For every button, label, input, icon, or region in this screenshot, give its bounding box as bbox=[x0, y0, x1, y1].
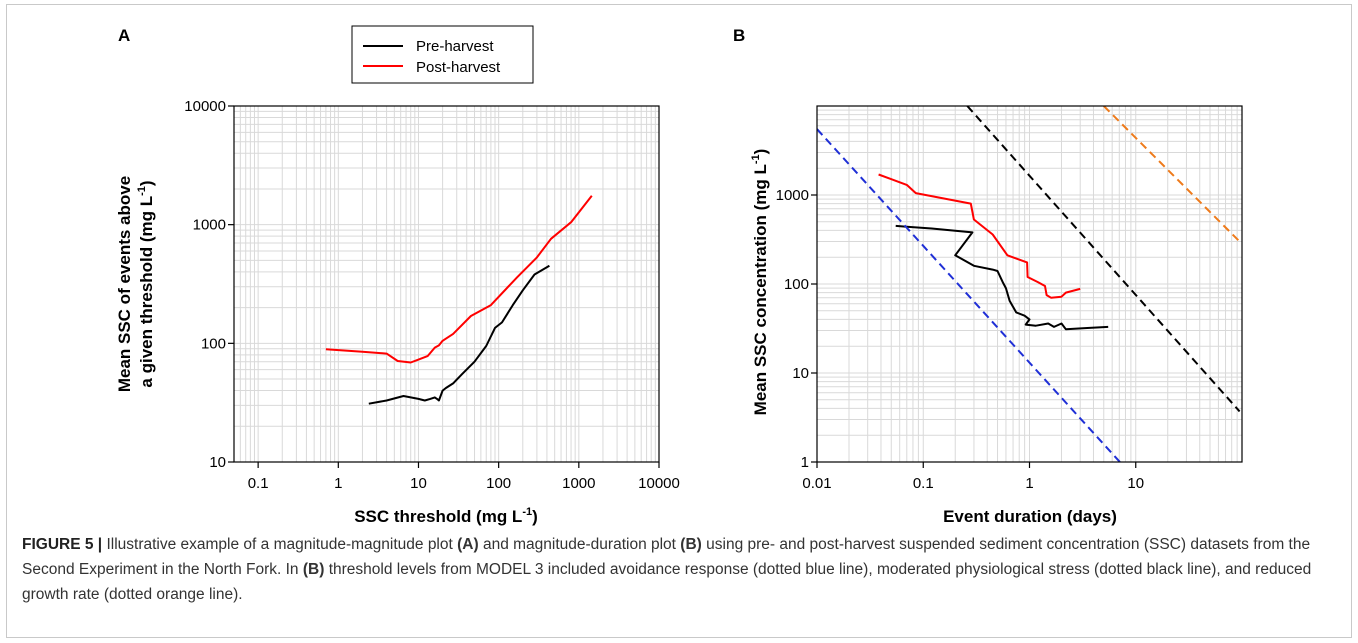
caption-text-1: Illustrative example of a magnitude-magn… bbox=[102, 536, 458, 553]
panel-b-x-tick-label: 10 bbox=[1127, 475, 1144, 492]
panel-b-y-tick-label: 100 bbox=[784, 276, 809, 293]
legend-label-post-harvest: Post-harvest bbox=[416, 59, 501, 76]
legend-label-pre-harvest: Pre-harvest bbox=[416, 38, 494, 55]
figure-caption: FIGURE 5 | Illustrative example of a mag… bbox=[22, 532, 1338, 607]
panel-b-y-axis-label: Mean SSC concentration (mg L-1) bbox=[750, 149, 770, 416]
panel-b-y-tick-label: 10 bbox=[792, 365, 809, 382]
panel-a-series-post-harvest bbox=[325, 195, 593, 364]
panel-a-y-tick-label: 10000 bbox=[184, 98, 226, 115]
caption-text-4: threshold levels from MODEL 3 included a… bbox=[22, 561, 1312, 603]
panel-a-x-tick-label: 1000 bbox=[562, 475, 595, 492]
panel-a-chart: 0.1 1 10 100 1000 10000 10 100 1000 10000 SSC thr… bbox=[115, 98, 680, 526]
legend: Pre-harvest Post-harvest bbox=[351, 25, 534, 84]
panel-b-series-avoidance-response bbox=[817, 128, 1121, 462]
panel-a-x-tick-label: 10 bbox=[410, 475, 427, 492]
panel-b-x-tick-label: 1 bbox=[1025, 475, 1033, 492]
panel-b-series-post-harvest bbox=[878, 173, 1081, 299]
figure-frame bbox=[6, 4, 1352, 638]
panel-b-x-axis-label: Event duration (days) bbox=[943, 507, 1117, 526]
figure-canvas: A B Pre-harvest Post-harvest 0.1 1 10 100 10… bbox=[115, 25, 1243, 526]
panel-b-y-tick-label: 1 bbox=[801, 454, 809, 471]
panel-a-y-axis-label-line2: a given threshold (mg L-1) bbox=[136, 180, 156, 387]
panel-b-series-pre-harvest bbox=[895, 224, 1109, 331]
panel-b-series bbox=[817, 106, 1241, 462]
panel-a-series bbox=[325, 195, 593, 405]
caption-figure-label: FIGURE 5 | bbox=[22, 536, 103, 553]
caption-text-2: and magnitude-duration plot bbox=[478, 536, 681, 553]
panel-a-grid bbox=[233, 105, 660, 463]
panel-b-series-moderated-physiological-stress bbox=[966, 106, 1241, 413]
panel-b-ticks: 0.01 0.1 1 10 1 10 100 1000 bbox=[776, 187, 1144, 492]
panel-b-series-reduced-growth-rate bbox=[1103, 106, 1241, 243]
panel-label-b: B bbox=[733, 26, 745, 45]
panel-a-y-tick-label: 1000 bbox=[193, 217, 226, 234]
panel-b-x-tick-label: 0.01 bbox=[802, 475, 831, 492]
panel-label-a: A bbox=[118, 26, 130, 45]
panel-a-x-tick-label: 100 bbox=[486, 475, 511, 492]
panel-a-ticks: 0.1 1 10 100 1000 10000 10 100 1000 10000 bbox=[184, 98, 680, 492]
panel-a-y-axis-label-line1: Mean SSC of events above bbox=[115, 176, 134, 392]
panel-b-chart: 0.01 0.1 1 10 1 10 100 1000 Event duration (day… bbox=[750, 105, 1243, 526]
panel-a-y-tick-label: 100 bbox=[201, 335, 226, 352]
caption-text-3: using pre- and post-harvest suspended se… bbox=[22, 536, 1311, 578]
panel-b-y-tick-label: 1000 bbox=[776, 187, 809, 204]
caption-ref-b: (B) bbox=[680, 536, 702, 553]
panel-a-y-tick-label: 10 bbox=[209, 454, 226, 471]
panel-b-grid bbox=[816, 105, 1243, 463]
panel-a-x-tick-label: 10000 bbox=[638, 475, 680, 492]
panel-a-x-tick-label: 0.1 bbox=[248, 475, 269, 492]
panel-b-x-tick-label: 0.1 bbox=[913, 475, 934, 492]
panel-a-x-tick-label: 1 bbox=[334, 475, 342, 492]
panel-a-plot-area bbox=[233, 105, 660, 463]
panel-a-x-axis-label: SSC threshold (mg L-1) bbox=[354, 506, 538, 526]
caption-ref-a: (A) bbox=[457, 536, 479, 553]
panel-a-series-pre-harvest bbox=[368, 264, 550, 405]
caption-ref-b-2: (B) bbox=[302, 561, 325, 578]
